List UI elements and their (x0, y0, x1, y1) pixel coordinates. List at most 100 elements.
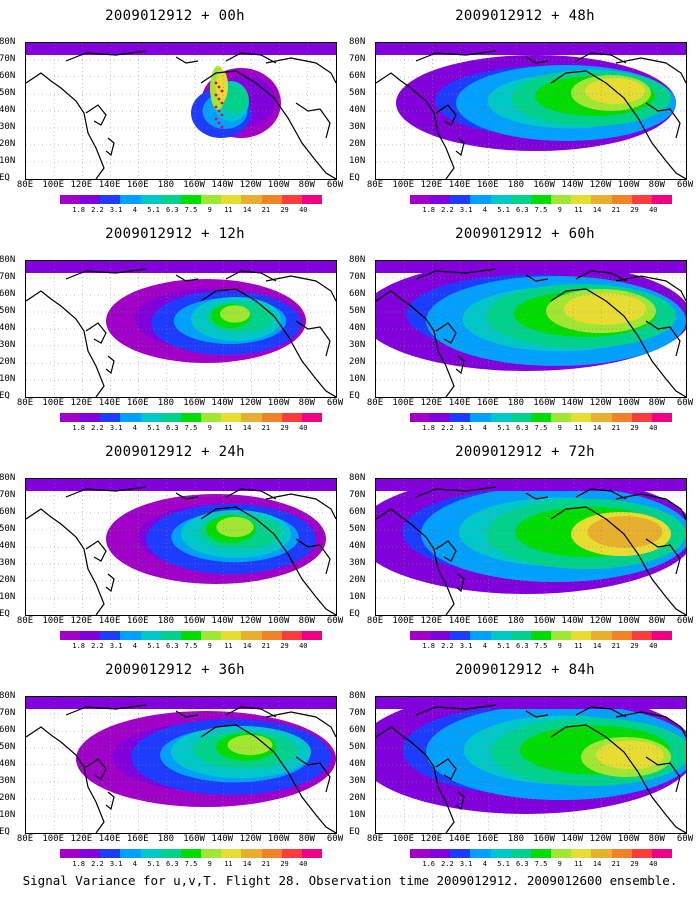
y-tick-label: 20N (349, 357, 366, 367)
x-tick-label: 60W (676, 616, 694, 626)
colorbar-label: 29 (630, 860, 639, 868)
colorbar-swatch (490, 849, 511, 858)
y-tick-label: 50N (349, 524, 366, 534)
colorbar-swatch (80, 195, 101, 204)
variance-contour (216, 516, 254, 538)
flight-track-point (220, 89, 224, 93)
colorbar-swatch (631, 631, 652, 640)
x-tick-label: 120W (589, 398, 612, 408)
flight-track-point (214, 117, 218, 121)
x-tick-labels: 80E 100E 120E 140E 160E 180 160W 140W 120W 100W 80… (367, 616, 693, 628)
colorbar-label: 1.8 (72, 642, 86, 650)
coastline (615, 711, 686, 738)
colorbar-swatch (510, 631, 531, 640)
coastline (415, 704, 497, 716)
colorbar-label: 6.3 (165, 424, 179, 432)
variance-contour (563, 293, 647, 325)
colorbar-label: 29 (280, 424, 289, 432)
colorbar-label: 9 (207, 642, 212, 650)
colorbar-swatch (470, 195, 491, 204)
x-tick-label: 100E (42, 616, 65, 626)
colorbar-swatch (160, 413, 181, 422)
colorbar-swatch (410, 631, 431, 640)
x-tick-label: 140E (98, 398, 121, 408)
colorbar-label: 5.1 (147, 206, 160, 214)
y-tick-label: 70N (349, 272, 366, 282)
x-tick-label: 140E (448, 834, 471, 844)
colorbar-swatch (651, 631, 673, 640)
y-tick-label: 20N (349, 139, 366, 149)
panel-title: 2009012912 + 84h (455, 662, 595, 678)
y-tick-label: 20N (0, 793, 16, 803)
x-tick-label: 180 (507, 398, 525, 408)
x-tick-label: 60W (676, 834, 694, 844)
x-tick-label: 160E (476, 180, 499, 190)
colorbar-swatch (530, 413, 552, 422)
variance-band (26, 43, 336, 55)
variance-field (26, 697, 336, 833)
y-tick-label: EQ (349, 173, 360, 183)
colorbar-swatch (241, 413, 262, 422)
colorbar-label: 21 (261, 206, 271, 214)
coastline (415, 50, 497, 62)
coastline (26, 290, 105, 397)
colorbar-swatch (611, 413, 632, 422)
y-tick-label: 70N (349, 54, 366, 64)
variance-contour (227, 734, 273, 756)
map-panel: 2009012912 + 84h EQ 10N 20N 30N 40N 50N 60N 70N 8… (349, 654, 695, 869)
colorbar-swatch (100, 195, 121, 204)
colorbar-label: 9 (207, 860, 212, 868)
x-tick-label: 100E (42, 180, 65, 190)
y-tick-label: 80N (349, 691, 366, 701)
x-tick-label: 120E (420, 398, 443, 408)
y-tick-label: 60N (349, 725, 366, 735)
variance-field (376, 261, 686, 397)
colorbar-swatch (120, 849, 141, 858)
colorbar-label: 11 (574, 206, 583, 214)
colorbar-label: 9 (207, 424, 212, 432)
flight-track-point (214, 81, 218, 85)
colorbar-swatch (261, 413, 282, 422)
colorbar-label: 7.5 (184, 206, 198, 214)
y-tick-label: 20N (0, 575, 16, 585)
y-tick-label: 10N (349, 592, 366, 602)
x-tick-labels: 80E 100E 120E 140E 160E 180 160W 140W 120W 100W 80… (367, 180, 693, 192)
colorbar-swatch (221, 631, 242, 640)
flight-track-point (214, 93, 218, 97)
colorbar-swatch (160, 195, 181, 204)
x-tick-label: 120W (589, 834, 612, 844)
colorbar-swatch (221, 849, 242, 858)
coastline (645, 320, 681, 357)
coastline (85, 104, 107, 126)
variance-contour (216, 70, 228, 102)
x-tick-label: 160W (533, 616, 555, 626)
colorbar-swatch (221, 195, 242, 204)
colorbar-label: 40 (649, 642, 658, 650)
coastline (455, 137, 465, 157)
y-tick-label: 80N (0, 37, 16, 47)
colorbar-swatch (80, 413, 101, 422)
coastline (645, 538, 681, 575)
coastline (645, 102, 681, 139)
colorbar-swatch (301, 849, 323, 858)
x-tick-label: 160W (183, 398, 205, 408)
y-tick-label: 40N (0, 759, 16, 769)
colorbar-swatch (100, 849, 121, 858)
coastline (575, 706, 627, 718)
y-tick-label: 50N (0, 306, 16, 316)
coastline (65, 486, 147, 498)
colorbar-label: 21 (611, 424, 621, 432)
x-tick-label: 160W (183, 834, 205, 844)
flight-track-point (214, 105, 218, 109)
x-tick-label: 120W (239, 834, 262, 844)
coastline (175, 56, 199, 64)
x-tick-label: 120W (239, 616, 262, 626)
colorbar-swatch (551, 195, 572, 204)
coastline (200, 70, 336, 179)
coastline (295, 538, 331, 575)
panel-title: 2009012912 + 24h (105, 444, 245, 460)
colorbar-label: 9 (557, 206, 562, 214)
y-tick-label: 80N (349, 473, 366, 483)
y-tick-label: 30N (349, 122, 366, 132)
variance-field (376, 43, 686, 179)
